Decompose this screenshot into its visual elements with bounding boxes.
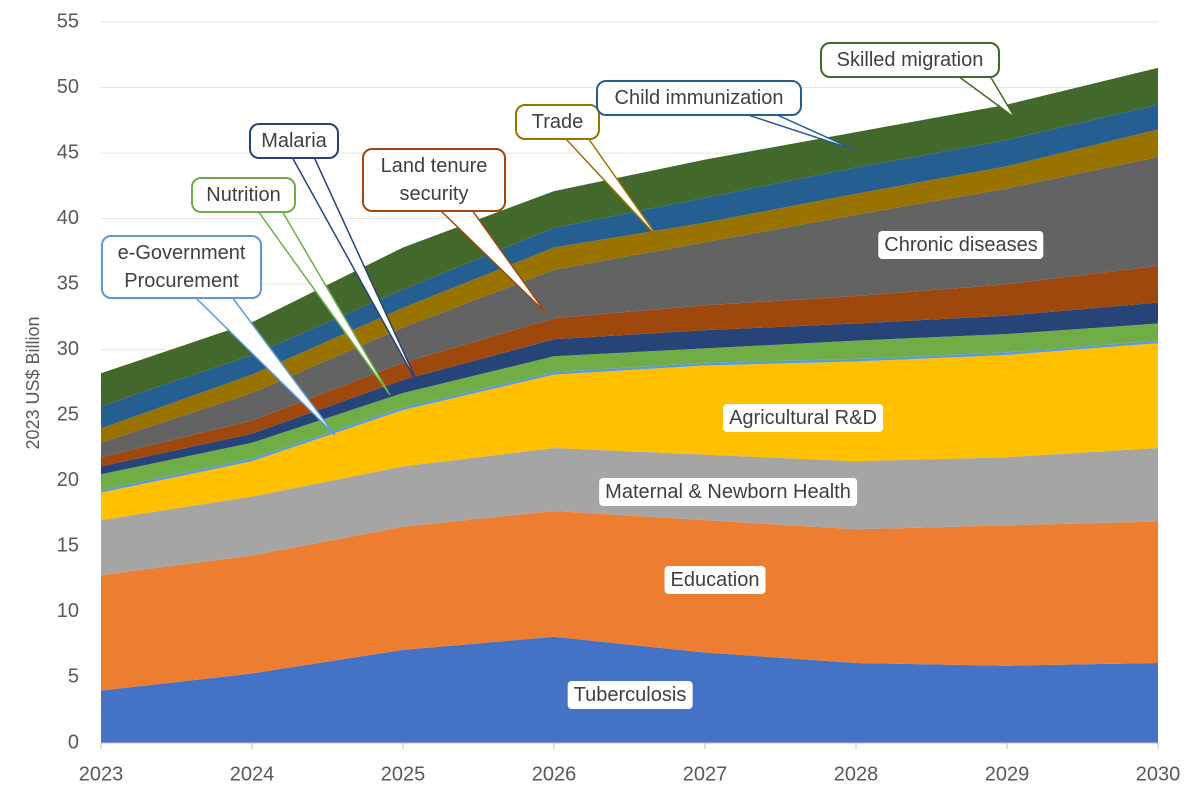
x-tick-label: 2024	[230, 763, 275, 785]
series-label: Tuberculosis	[567, 681, 693, 709]
x-tick-label: 2023	[79, 763, 124, 785]
y-tick-label: 25	[57, 404, 79, 426]
y-tick-label: 45	[57, 141, 79, 163]
y-tick-label: 55	[57, 10, 79, 32]
series-label: Maternal & Newborn Health	[599, 478, 857, 506]
area	[101, 67, 1158, 407]
callout-label: Trade	[515, 104, 600, 140]
x-tick-label: 2027	[683, 763, 728, 785]
y-tick-label: 15	[57, 535, 79, 557]
callout-label: Malaria	[249, 123, 339, 159]
x-tick-label: 2026	[532, 763, 577, 785]
y-tick-label: 50	[57, 76, 79, 98]
callout-label: Nutrition	[191, 177, 296, 213]
series-label: Agricultural R&D	[723, 404, 883, 432]
y-tick-label: 5	[68, 666, 79, 688]
y-axis-label: 2023 US$ Billion	[23, 316, 43, 449]
area	[101, 265, 1158, 467]
area	[101, 129, 1158, 443]
callout-label: Skilled migration	[820, 42, 1000, 78]
x-tick-label: 2029	[985, 763, 1030, 785]
y-tick-label: 20	[57, 469, 79, 491]
y-tick-label: 40	[57, 207, 79, 229]
series-label: Chronic diseases	[878, 231, 1044, 259]
callout-label: Child immunization	[596, 80, 802, 116]
y-tick-label: 10	[57, 600, 79, 622]
area	[101, 511, 1158, 691]
area	[101, 104, 1158, 429]
x-tick-label: 2030	[1136, 763, 1181, 785]
callout-label: e-Government Procurement	[101, 235, 262, 299]
area	[101, 323, 1158, 490]
area	[101, 302, 1158, 475]
area	[101, 343, 1158, 521]
callout-label: Land tenure security	[362, 148, 506, 212]
x-tick-label: 2025	[381, 763, 426, 785]
y-tick-label: 35	[57, 272, 79, 294]
y-tick-label: 30	[57, 338, 79, 360]
x-tick-label: 2028	[834, 763, 879, 785]
series-label: Education	[664, 566, 766, 594]
y-tick-label: 0	[68, 731, 79, 753]
area	[101, 448, 1158, 576]
